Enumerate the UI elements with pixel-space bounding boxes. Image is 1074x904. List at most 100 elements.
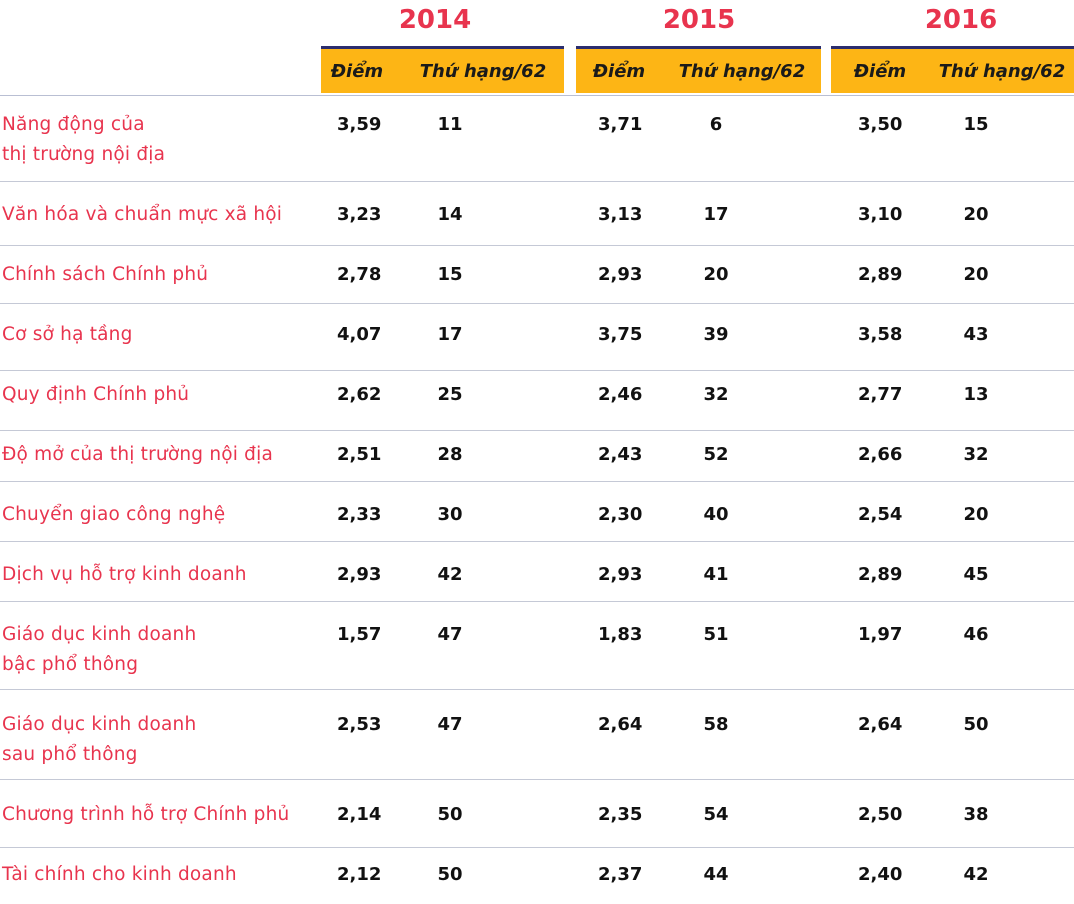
rank-cell: 47 [437,714,463,735]
row-label: Dịch vụ hỗ trợ kinh doanh [2,564,247,585]
column-header-score: Điểm [330,61,384,82]
year-header-2016: 2016 [924,5,998,35]
row-divider [0,181,1074,182]
score-cell: 3,59 [337,114,382,135]
rank-cell: 43 [963,324,989,345]
rank-cell: 20 [963,264,989,285]
rank-cell: 42 [963,864,989,885]
score-cell: 3,75 [598,324,643,345]
score-cell: 3,58 [858,324,903,345]
rank-cell: 17 [437,324,463,345]
rank-cell: 50 [963,714,989,735]
score-cell: 2,54 [858,504,903,525]
rank-cell: 44 [703,864,729,885]
score-cell: 2,93 [598,264,643,285]
score-cell: 2,40 [858,864,903,885]
score-cell: 2,33 [337,504,382,525]
row-label: Năng động của thị trường nội địa [2,114,166,165]
rank-cell: 32 [963,444,989,465]
header-band-2014 [321,49,564,93]
score-cell: 1,83 [598,624,643,645]
rank-cell: 25 [437,384,463,405]
rank-cell: 50 [437,804,463,825]
row-label: Độ mở của thị trường nội địa [2,444,274,465]
score-cell: 2,37 [598,864,643,885]
score-cell: 2,51 [337,444,382,465]
score-cell: 2,12 [337,864,382,885]
score-cell: 2,14 [337,804,382,825]
row-divider [0,430,1074,431]
score-cell: 2,77 [858,384,903,405]
row-divider [0,303,1074,304]
rank-cell: 20 [703,264,729,285]
score-cell: 3,13 [598,204,643,225]
rank-cell: 32 [703,384,729,405]
rank-cell: 20 [963,204,989,225]
row-divider [0,689,1074,690]
row-divider [0,541,1074,542]
score-cell: 2,53 [337,714,382,735]
row-divider [0,601,1074,602]
year-bar-2014 [321,46,564,49]
year-header-2014: 2014 [398,5,472,35]
column-header-rank: Thứ hạng/62 [938,61,1066,82]
year-bar-2016 [831,46,1074,49]
rank-cell: 41 [703,564,729,585]
row-label: Văn hóa và chuẩn mực xã hội [2,204,283,225]
score-cell: 2,78 [337,264,382,285]
rank-cell: 13 [963,384,989,405]
row-label: Chuyển giao công nghệ [2,504,226,525]
score-cell: 2,89 [858,564,903,585]
rank-cell: 45 [963,564,989,585]
column-header-score: Điểm [592,61,646,82]
header-divider [0,95,1074,96]
rank-cell: 47 [437,624,463,645]
row-divider [0,847,1074,848]
rank-cell: 15 [963,114,989,135]
score-cell: 3,50 [858,114,903,135]
score-cell: 2,46 [598,384,643,405]
score-cell: 2,93 [337,564,382,585]
score-cell: 2,30 [598,504,643,525]
score-cell: 3,23 [337,204,382,225]
score-cell: 1,57 [337,624,382,645]
score-cell: 2,93 [598,564,643,585]
row-label: Cơ sở hạ tầng [2,324,133,345]
column-header-score: Điểm [853,61,907,82]
year-header-2015: 2015 [662,5,736,35]
row-label: Quy định Chính phủ [2,384,190,405]
score-cell: 2,66 [858,444,903,465]
rank-cell: 50 [437,864,463,885]
rank-cell: 6 [709,114,723,135]
rank-cell: 58 [703,714,729,735]
rank-cell: 38 [963,804,989,825]
row-divider [0,370,1074,371]
header-band-2015 [576,49,821,93]
rank-cell: 20 [963,504,989,525]
rank-cell: 52 [703,444,729,465]
score-cell: 3,10 [858,204,903,225]
score-cell: 4,07 [337,324,382,345]
rank-cell: 28 [437,444,463,465]
row-label: Chương trình hỗ trợ Chính phủ [2,804,290,825]
rank-cell: 51 [703,624,729,645]
score-cell: 2,64 [858,714,903,735]
row-label: Giáo dục kinh doanh bậc phổ thông [2,624,197,675]
rank-cell: 17 [703,204,729,225]
row-divider [0,779,1074,780]
row-divider [0,245,1074,246]
rank-cell: 54 [703,804,729,825]
score-cell: 2,64 [598,714,643,735]
row-label: Tài chính cho kinh doanh [2,864,237,885]
score-cell: 2,50 [858,804,903,825]
rank-cell: 40 [703,504,729,525]
column-header-rank: Thứ hạng/62 [678,61,806,82]
row-divider [0,481,1074,482]
score-cell: 2,62 [337,384,382,405]
year-bar-2015 [576,46,821,49]
rank-cell: 14 [437,204,463,225]
row-label: Chính sách Chính phủ [2,264,209,285]
row-label: Giáo dục kinh doanh sau phổ thông [2,714,197,765]
rank-cell: 46 [963,624,989,645]
